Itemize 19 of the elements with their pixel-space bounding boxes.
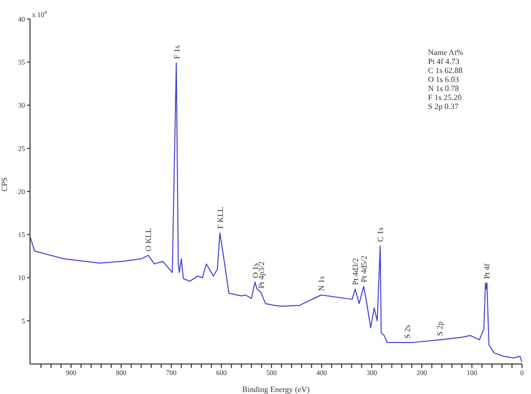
annotation: S 2p 0.37: [428, 102, 460, 111]
annotation: S 2s: [402, 324, 412, 338]
y-axis-title: CPS: [0, 177, 9, 192]
annotation: F KLL: [216, 206, 225, 229]
annotation: S 2p: [435, 321, 444, 336]
annotation: F 1s: [172, 45, 182, 59]
annotation: Pt 4d3/2: [351, 258, 360, 285]
annotation: F 1s 25.20: [428, 93, 463, 102]
annotation: Name At%: [428, 48, 464, 57]
annotation: Pt 4d5/2: [360, 255, 369, 282]
x-axis-title: Binding Energy (eV): [242, 385, 310, 394]
annotation: O 1s 6.03: [428, 75, 460, 84]
annotation: O KLL: [144, 228, 154, 252]
annotation: N 1s: [317, 276, 326, 291]
annotation: N 1s 0.78: [428, 84, 460, 93]
annotation: C 1s 62.88: [428, 66, 464, 75]
annotation: Pt 4f: [482, 263, 492, 279]
annotation: C 1s: [376, 227, 386, 242]
annotation: Pt 4f 4.73: [428, 57, 460, 66]
